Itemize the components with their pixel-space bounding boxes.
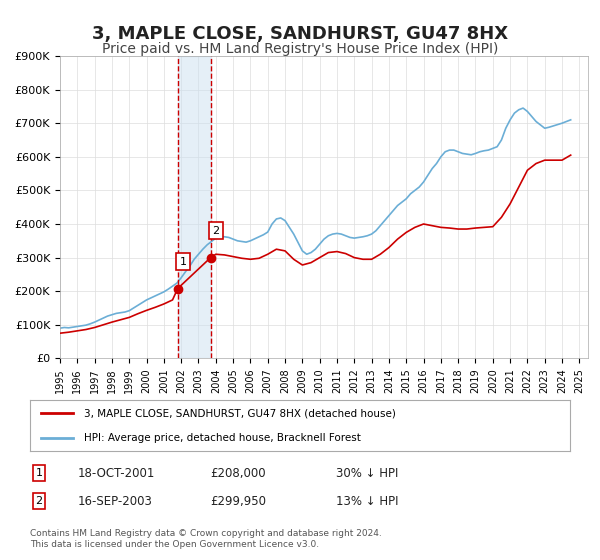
- Text: 1: 1: [179, 256, 187, 267]
- Text: 3, MAPLE CLOSE, SANDHURST, GU47 8HX (detached house): 3, MAPLE CLOSE, SANDHURST, GU47 8HX (det…: [84, 408, 396, 418]
- Text: 16-SEP-2003: 16-SEP-2003: [78, 494, 153, 508]
- Text: Contains HM Land Registry data © Crown copyright and database right 2024.
This d: Contains HM Land Registry data © Crown c…: [30, 529, 382, 549]
- Text: 1: 1: [35, 468, 43, 478]
- Text: HPI: Average price, detached house, Bracknell Forest: HPI: Average price, detached house, Brac…: [84, 433, 361, 443]
- Text: 2: 2: [35, 496, 43, 506]
- Text: 3, MAPLE CLOSE, SANDHURST, GU47 8HX: 3, MAPLE CLOSE, SANDHURST, GU47 8HX: [92, 25, 508, 43]
- Text: £299,950: £299,950: [210, 494, 266, 508]
- Text: 2: 2: [212, 226, 220, 236]
- Text: 13% ↓ HPI: 13% ↓ HPI: [336, 494, 398, 508]
- Text: 30% ↓ HPI: 30% ↓ HPI: [336, 466, 398, 480]
- Text: 18-OCT-2001: 18-OCT-2001: [78, 466, 155, 480]
- Text: Price paid vs. HM Land Registry's House Price Index (HPI): Price paid vs. HM Land Registry's House …: [102, 42, 498, 56]
- Text: £208,000: £208,000: [210, 466, 266, 480]
- Bar: [178, 56, 211, 358]
